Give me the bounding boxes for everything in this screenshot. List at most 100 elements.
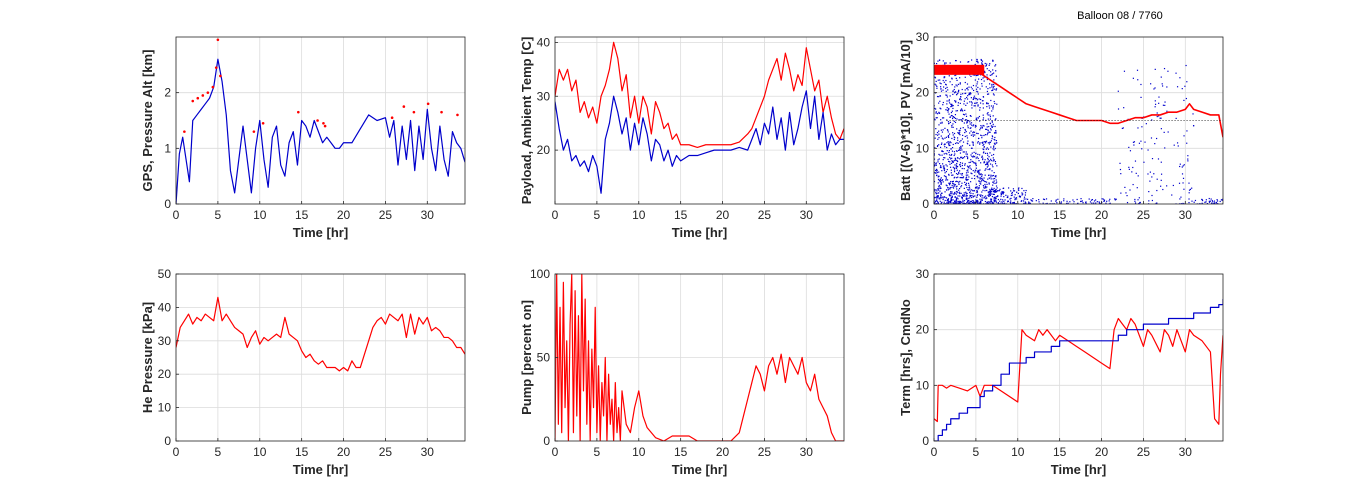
- pv-scatter-point: [970, 101, 973, 103]
- pv-scatter-point: [1015, 198, 1017, 200]
- pv-scatter-point: [1098, 201, 1100, 203]
- pv-scatter-point: [934, 76, 936, 78]
- pv-scatter-point: [992, 193, 995, 195]
- pv-scatter-point: [957, 91, 959, 93]
- pv-scatter-point: [989, 63, 991, 65]
- pv-scatter-point: [1031, 200, 1033, 202]
- pv-scatter-point: [991, 193, 993, 195]
- x-tick-label: 0: [552, 445, 559, 459]
- pv-scatter-point: [971, 201, 974, 204]
- pv-scatter-point: [970, 195, 972, 197]
- pv-scatter-point: [1024, 192, 1027, 194]
- pv-scatter-point: [937, 192, 939, 194]
- pv-scatter-point: [985, 163, 987, 165]
- pv-scatter-point: [965, 119, 967, 121]
- pv-scatter-point: [956, 137, 959, 139]
- pv-scatter-point: [934, 203, 936, 204]
- pv-scatter-point: [934, 147, 936, 149]
- pv-scatter-point: [953, 160, 955, 162]
- pv-scatter-point: [1160, 76, 1162, 78]
- pv-scatter-point: [951, 104, 953, 107]
- pv-scatter-point: [962, 200, 964, 203]
- pv-scatter-point: [949, 188, 951, 190]
- pv-scatter-point: [975, 152, 977, 155]
- pv-scatter-point: [978, 115, 981, 118]
- pv-scatter-point: [945, 94, 947, 96]
- pv-scatter-point: [977, 200, 979, 202]
- pv-scatter-point: [1018, 189, 1020, 191]
- pv-scatter-point: [993, 94, 995, 96]
- pv-scatter-point: [989, 190, 991, 192]
- pv-scatter-point: [944, 191, 946, 193]
- pv-scatter-point: [955, 110, 957, 112]
- pv-scatter-point: [1183, 188, 1185, 190]
- pv-scatter-point: [950, 172, 952, 174]
- pv-scatter-point: [964, 164, 966, 166]
- pv-scatter-point: [997, 198, 1000, 201]
- pv-scatter-point: [988, 125, 990, 128]
- pv-scatter-point: [969, 194, 971, 196]
- pv-scatter-point: [965, 113, 967, 115]
- x-tick-label: 5: [594, 208, 601, 222]
- pv-scatter-point: [989, 141, 991, 143]
- pv-scatter-point: [964, 203, 966, 204]
- pv-scatter-point: [948, 173, 950, 176]
- pv-scatter-point: [966, 201, 969, 203]
- pv-scatter-point: [976, 99, 979, 101]
- pv-scatter-point: [965, 194, 968, 196]
- pv-scatter-point: [948, 99, 950, 101]
- pv-scatter-point: [952, 143, 954, 146]
- pv-scatter-point: [982, 152, 985, 154]
- pv-scatter-point: [937, 60, 939, 62]
- pv-scatter-point: [975, 88, 978, 90]
- pv-scatter-point: [1060, 201, 1063, 203]
- pv-scatter-point: [1024, 201, 1026, 203]
- pv-scatter-point: [1210, 198, 1212, 200]
- pv-scatter-point: [982, 189, 984, 191]
- pv-scatter-point: [1025, 198, 1027, 200]
- pv-scatter-point: [935, 203, 938, 204]
- pv-scatter-point: [942, 79, 944, 82]
- pv-scatter-point: [981, 126, 983, 128]
- pv-scatter-point: [941, 117, 944, 119]
- pv-scatter-point: [977, 117, 979, 119]
- pv-scatter-point: [1172, 184, 1174, 187]
- pv-scatter-point: [1214, 202, 1216, 204]
- pv-scatter-point: [985, 168, 987, 170]
- pv-scatter-point: [948, 107, 950, 110]
- pv-scatter-point: [1031, 200, 1034, 202]
- pv-scatter-point: [990, 99, 992, 102]
- pv-scatter-point: [953, 200, 956, 203]
- pv-scatter-point: [1221, 199, 1223, 201]
- pv-scatter-point: [955, 202, 957, 204]
- pv-scatter-point: [995, 176, 997, 178]
- pv-scatter-point: [940, 88, 942, 90]
- pv-scatter-point: [1105, 202, 1107, 204]
- x-tick-label: 25: [758, 445, 772, 459]
- pv-scatter-point: [960, 185, 963, 187]
- pv-scatter-point: [969, 195, 971, 198]
- pv-scatter-point: [991, 136, 994, 138]
- pv-scatter-point: [945, 87, 947, 90]
- pv-scatter-point: [940, 197, 942, 199]
- pv-scatter-point: [956, 159, 958, 162]
- pv-scatter-point: [993, 85, 995, 87]
- pv-scatter-point: [967, 182, 970, 184]
- pv-scatter-point: [972, 132, 974, 134]
- pv-scatter-point: [938, 175, 940, 177]
- pv-scatter-point: [958, 182, 960, 184]
- pv-scatter-point: [979, 107, 981, 109]
- pv-scatter-point: [953, 202, 955, 204]
- plot-area: [934, 299, 1223, 441]
- pv-scatter-point: [950, 197, 953, 199]
- pv-scatter-point: [961, 88, 963, 91]
- pv-scatter-point: [1182, 182, 1184, 184]
- pv-scatter-point: [986, 102, 988, 104]
- series-line: [934, 69, 1223, 138]
- pv-scatter-point: [952, 203, 954, 204]
- pv-scatter-point: [936, 171, 938, 174]
- pv-scatter-point: [936, 63, 938, 65]
- pv-scatter-point: [962, 151, 964, 153]
- pv-scatter-point: [984, 174, 986, 176]
- pv-scatter-point: [1129, 189, 1131, 191]
